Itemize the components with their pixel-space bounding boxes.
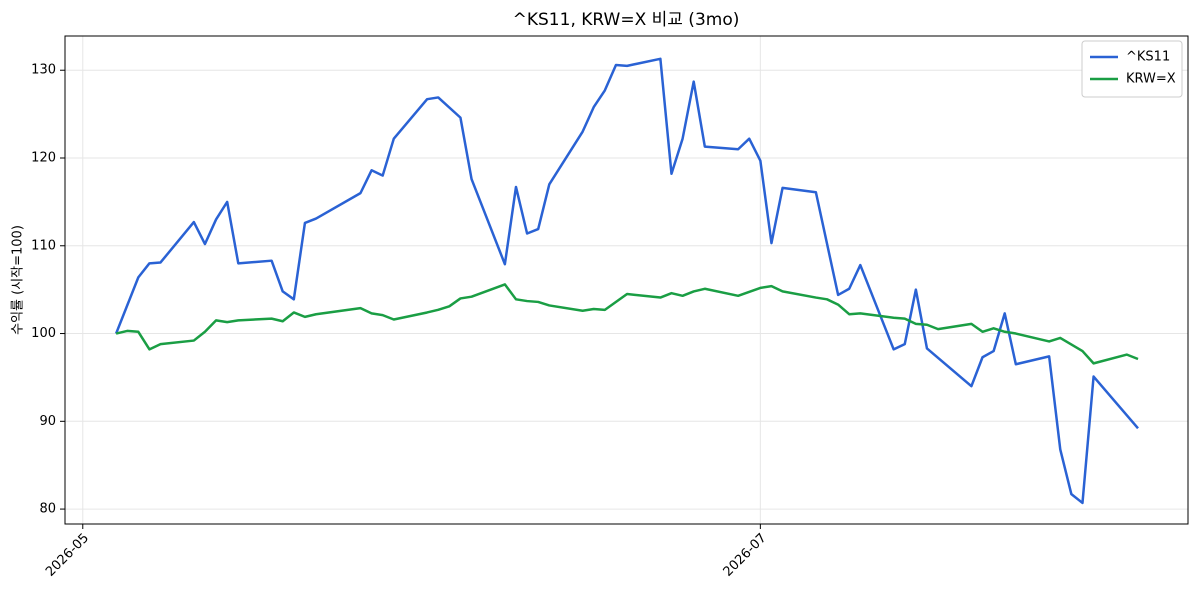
line-series: [114, 57, 1139, 505]
legend-box: [1081, 40, 1183, 98]
y-tick-label: 100: [31, 326, 56, 341]
legend-label: ^KS11: [1126, 50, 1170, 65]
y-tick-label: 80: [39, 502, 56, 517]
y-tick-label: 120: [31, 151, 56, 166]
y-tick-label: 130: [31, 63, 56, 78]
y-tick-label: 110: [31, 238, 56, 253]
line-series: [115, 283, 1139, 365]
chart-title: ^KS11, KRW=X 비교 (3mo): [513, 10, 740, 30]
y-axis-label: 수익률 (시작=100): [11, 225, 26, 335]
plot-frame: [64, 35, 1189, 525]
y-tick-label: 90: [39, 414, 56, 429]
legend-label: KRW=X: [1126, 72, 1176, 87]
